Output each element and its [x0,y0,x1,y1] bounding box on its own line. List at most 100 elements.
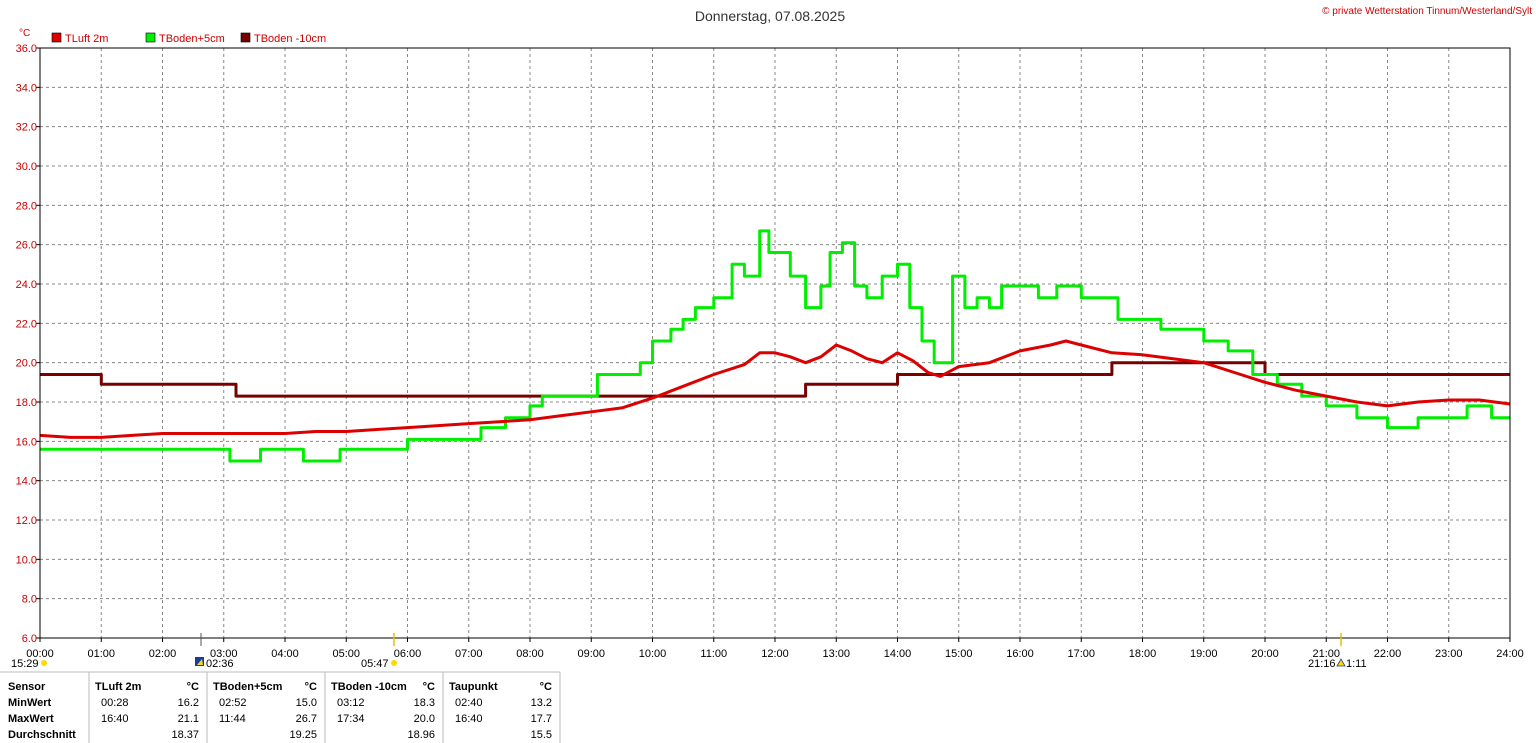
y-tick-label: 24.0 [16,279,37,291]
x-tick-label: 21:00 [1312,648,1340,660]
y-unit-label: °C [19,28,30,39]
table-cell-time: 00:28 [101,697,129,709]
x-tick-label: 00:00 [26,648,54,660]
sun-icon [41,660,47,666]
series-line-tluft [39,339,1511,439]
table-cell-value: 15.5 [531,729,552,741]
legend-label-tluft: TLuft 2m [65,33,108,45]
table-row-label: MaxWert [8,713,54,725]
y-tick-label: 12.0 [16,515,37,527]
x-tick-label: 24:00 [1496,648,1524,660]
stats-table: Sensor TLuft 2m °C TBoden+5cm °C TBoden … [0,671,561,743]
x-tick-label: 14:00 [884,648,912,660]
copyright-text: © private Wetterstation Tinnum/Westerlan… [1322,6,1532,17]
legend-swatch-tboden5 [145,32,156,43]
y-tick-label: 22.0 [16,318,37,330]
x-tick-label: 08:00 [516,648,544,660]
y-tick-label: 6.0 [22,633,37,645]
table-cell-value: 19.25 [289,729,317,741]
table-cell-value: 20.0 [414,713,435,725]
table-cell-time: 16:40 [101,713,129,725]
table-header-sensor: Sensor [8,681,46,693]
x-tick-label: 19:00 [1190,648,1218,660]
sun-label-dusk: 1:11 [1346,658,1367,670]
table-cell-time: 02:52 [219,697,247,709]
sun-label-dawn: 02:36 [206,658,234,670]
table-header-tboden5: TBoden+5cm [213,681,283,693]
x-tick-label: 23:00 [1435,648,1463,660]
x-tick-label: 05:00 [332,648,360,660]
x-tick-label: 02:00 [149,648,177,660]
series-lines [39,229,1511,463]
table-header-unit: °C [423,681,435,693]
table-cell-time: 17:34 [337,713,365,725]
sunrise-icon [391,660,397,666]
legend-swatch-tluft [51,32,62,43]
table-cell-value: 17.7 [531,713,552,725]
table-cell-value: 13.2 [531,697,552,709]
y-axis-ticks: 6.0 8.0 10.0 12.0 14.0 16.0 18.0 20.0 22.0 24.0 26… [16,43,40,645]
table-cell-time: 16:40 [455,713,483,725]
x-tick-label: 17:00 [1067,648,1095,660]
x-tick-label: 16:00 [1006,648,1034,660]
grid [40,48,1510,638]
table-header-unit: °C [540,681,552,693]
table-cell-time: 02:40 [455,697,483,709]
table-cell-value: 21.1 [178,713,199,725]
y-tick-label: 30.0 [16,161,37,173]
chart-title: Donnerstag, 07.08.2025 [695,8,845,24]
table-header-tboden10: TBoden -10cm [331,681,407,693]
y-tick-label: 20.0 [16,358,37,370]
table-header-tluft: TLuft 2m [95,681,142,693]
table-row-label: MinWert [8,697,52,709]
y-tick-label: 26.0 [16,240,37,252]
sun-label-sunrise: 05:47 [361,658,389,670]
y-tick-label: 14.0 [16,476,37,488]
x-tick-label: 01:00 [87,648,115,660]
table-header-unit: °C [187,681,199,693]
y-tick-label: 34.0 [16,82,37,94]
x-axis-ticks: 00:00 01:00 02:00 03:00 04:00 05:00 06:00 07:00… [26,638,1524,660]
x-tick-label: 09:00 [577,648,605,660]
legend-label-tboden5: TBoden+5cm [159,33,225,45]
table-cell-value: 26.7 [296,713,317,725]
plot-frame [39,47,1511,639]
sun-markers: 15:29 02:36 05:47 21:16 1:11 [11,633,1367,670]
legend-label-tboden10: TBoden -10cm [254,33,326,45]
table-row-label: Durchschnitt [8,729,76,741]
x-tick-label: 15:00 [945,648,973,660]
series-line-tboden10 [40,361,1510,398]
y-tick-label: 10.0 [16,554,37,566]
legend-swatch-tboden10 [240,32,251,43]
y-tick-label: 18.0 [16,397,37,409]
x-tick-label: 12:00 [761,648,789,660]
table-cell-value: 18.96 [407,729,435,741]
x-tick-label: 07:00 [455,648,483,660]
x-tick-label: 20:00 [1251,648,1279,660]
x-tick-label: 13:00 [822,648,850,660]
x-tick-label: 18:00 [1129,648,1157,660]
y-tick-label: 36.0 [16,43,37,55]
table-cell-value: 18.3 [414,697,435,709]
y-tick-label: 16.0 [16,436,37,448]
y-tick-label: 32.0 [16,122,37,134]
x-tick-label: 10:00 [639,648,667,660]
legend: TLuft 2m TBoden+5cm TBoden -10cm [51,32,326,45]
sun-label-sunset: 21:16 [1308,658,1336,670]
x-tick-label: 11:00 [700,648,727,660]
moon-phase-icon [197,659,203,665]
table-header-unit: °C [305,681,317,693]
sunset-icon [1336,658,1346,667]
y-tick-label: 28.0 [16,200,37,212]
table-header-taupunkt: Taupunkt [449,681,498,693]
table-cell-value: 16.2 [178,697,199,709]
table-cell-value: 18.37 [171,729,199,741]
table-cell-time: 11:44 [219,713,246,725]
x-tick-label: 04:00 [271,648,299,660]
x-tick-label: 03:00 [210,648,238,660]
x-tick-label: 22:00 [1374,648,1402,660]
x-tick-label: 06:00 [394,648,422,660]
sun-label-prev: 15:29 [11,658,39,670]
moon-icon [195,657,204,666]
